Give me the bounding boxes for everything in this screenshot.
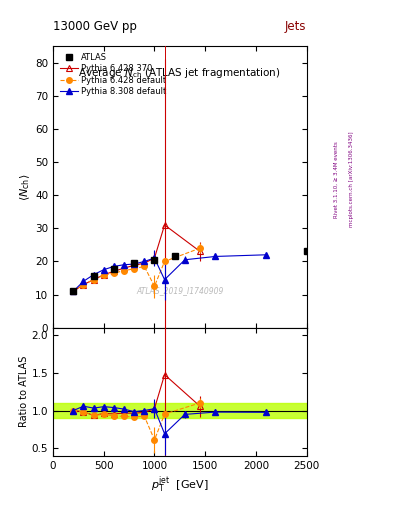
- Bar: [53, 403, 307, 418]
- X-axis label: $p_{\rm T}^{\rm jet}$  [GeV]: $p_{\rm T}^{\rm jet}$ [GeV]: [151, 475, 209, 496]
- Text: Average $N_{\rm ch}$ (ATLAS jet fragmentation): Average $N_{\rm ch}$ (ATLAS jet fragment…: [79, 66, 281, 80]
- Text: 13000 GeV pp: 13000 GeV pp: [53, 20, 137, 33]
- Legend: ATLAS, Pythia 6.428 370, Pythia 6.428 default, Pythia 8.308 default: ATLAS, Pythia 6.428 370, Pythia 6.428 de…: [57, 50, 169, 99]
- Text: ATLAS_2019_I1740909: ATLAS_2019_I1740909: [136, 287, 224, 295]
- Text: Rivet 3.1.10, ≥ 3.4M events: Rivet 3.1.10, ≥ 3.4M events: [334, 141, 338, 218]
- Y-axis label: Ratio to ATLAS: Ratio to ATLAS: [19, 356, 29, 428]
- Text: mcplots.cern.ch [arXiv:1306.3436]: mcplots.cern.ch [arXiv:1306.3436]: [349, 132, 354, 227]
- Text: Jets: Jets: [284, 20, 306, 33]
- Y-axis label: $\langle N_{\rm ch}\rangle$: $\langle N_{\rm ch}\rangle$: [19, 173, 32, 201]
